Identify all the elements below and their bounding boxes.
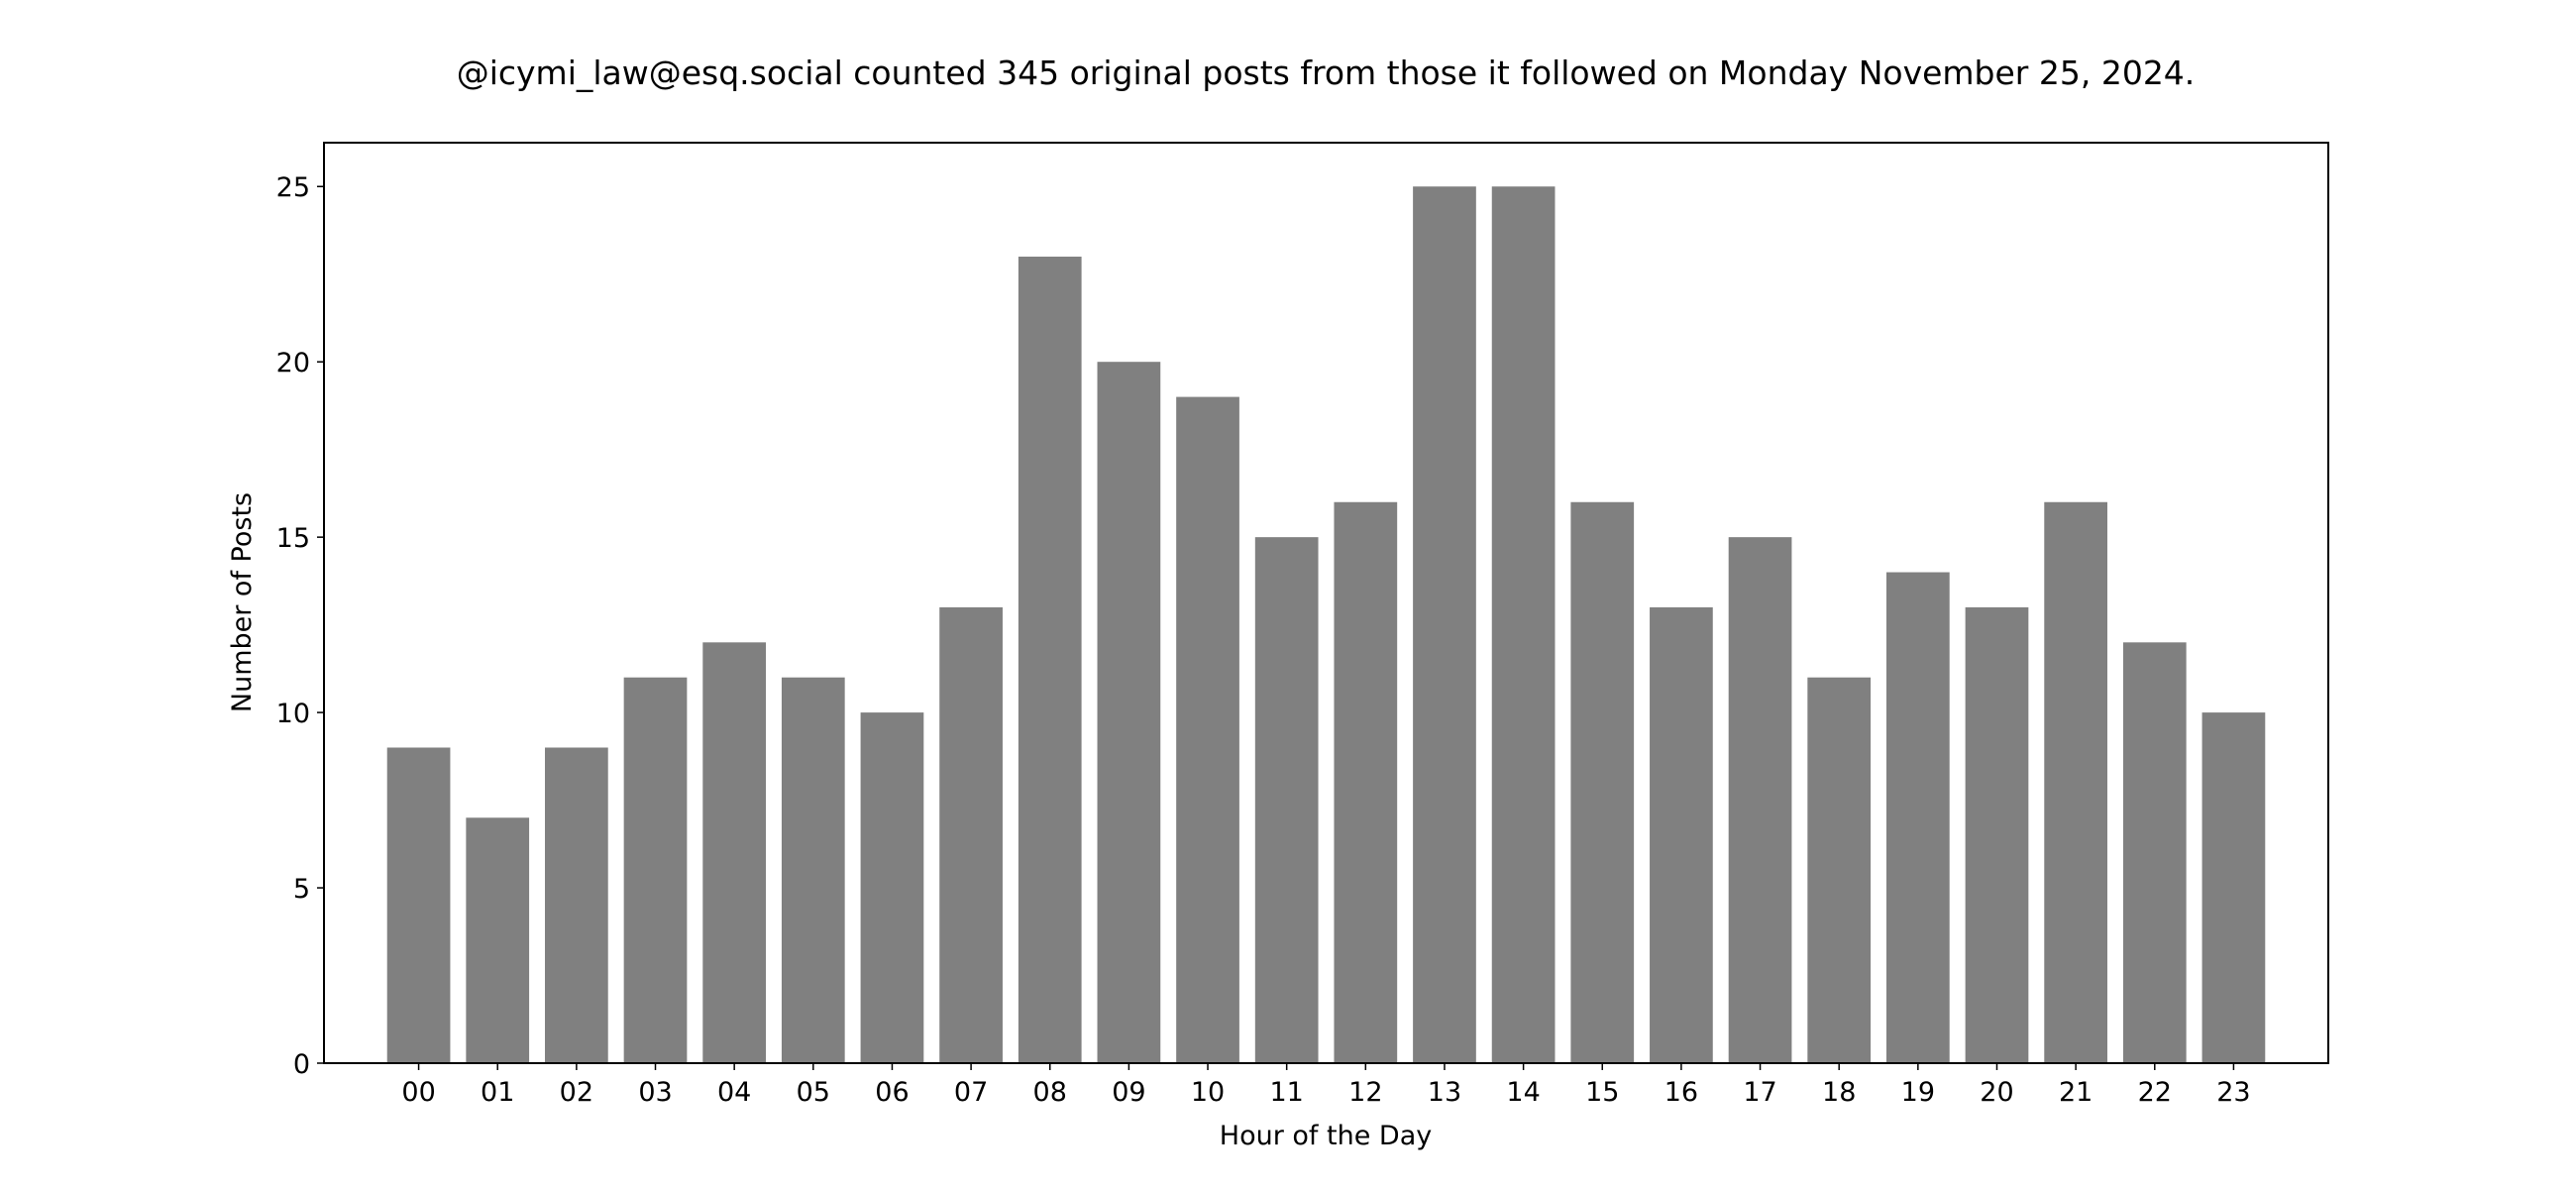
bar-13 <box>1413 186 1476 1063</box>
x-tick-label: 19 <box>1901 1077 1935 1108</box>
x-axis-label: Hour of the Day <box>1220 1121 1432 1151</box>
y-tick-label: 5 <box>293 874 310 905</box>
bar-09 <box>1097 362 1161 1063</box>
bar-01 <box>466 817 530 1063</box>
x-tick-label: 15 <box>1585 1077 1619 1108</box>
x-tick-label: 01 <box>481 1077 514 1108</box>
bars-group <box>386 186 2266 1064</box>
plot-frame <box>323 142 2329 1064</box>
bar-22 <box>2122 642 2187 1063</box>
x-tick-label: 05 <box>797 1077 830 1108</box>
x-axis: 00 01 02 03 04 05 06 07 08 09 10 11 12 13 14 15 16 17 18 19… <box>401 1063 2251 1108</box>
x-tick-label: 03 <box>638 1077 672 1108</box>
y-tick-label: 20 <box>276 348 310 378</box>
x-tick-label: 23 <box>2216 1077 2250 1108</box>
x-tick-label: 14 <box>1506 1077 1540 1108</box>
x-tick-label: 21 <box>2059 1077 2093 1108</box>
y-tick-label: 0 <box>293 1049 310 1080</box>
chart-title: @icymi_law@esq.social counted 345 origin… <box>457 54 2196 92</box>
bar-11 <box>1254 537 1319 1063</box>
bar-12 <box>1334 501 1398 1063</box>
x-tick-label: 20 <box>1980 1077 2013 1108</box>
y-axis: 0 5 10 15 20 25 <box>276 172 324 1080</box>
y-axis-label: Number of Posts <box>227 492 258 712</box>
bar-19 <box>1885 572 1950 1063</box>
bar-06 <box>860 712 924 1063</box>
y-tick-label: 25 <box>276 172 310 203</box>
x-tick-label: 13 <box>1428 1077 1461 1108</box>
x-tick-label: 06 <box>875 1077 909 1108</box>
bar-04 <box>702 642 767 1063</box>
bar-16 <box>1650 606 1713 1063</box>
bar-14 <box>1491 186 1556 1063</box>
bar-17 <box>1728 537 1792 1063</box>
x-tick-label: 17 <box>1743 1077 1776 1108</box>
x-tick-label: 08 <box>1033 1077 1067 1108</box>
bar-21 <box>2044 501 2107 1063</box>
bar-08 <box>1018 257 1082 1063</box>
bar-07 <box>939 606 1003 1063</box>
x-tick-label: 22 <box>2138 1077 2172 1108</box>
bar-23 <box>2201 712 2266 1063</box>
x-tick-label: 11 <box>1269 1077 1303 1108</box>
x-tick-label: 02 <box>560 1077 593 1108</box>
x-tick-label: 16 <box>1664 1077 1698 1108</box>
y-tick-label: 10 <box>276 699 310 729</box>
bar-20 <box>1965 606 2029 1063</box>
x-tick-label: 18 <box>1822 1077 1856 1108</box>
bar-10 <box>1176 396 1239 1064</box>
x-tick-label: 10 <box>1191 1077 1225 1108</box>
x-tick-label: 09 <box>1112 1077 1145 1108</box>
x-tick-label: 07 <box>954 1077 988 1108</box>
x-tick-label: 12 <box>1348 1077 1382 1108</box>
bar-03 <box>623 677 688 1063</box>
bar-05 <box>781 677 845 1063</box>
bar-18 <box>1807 677 1872 1063</box>
x-tick-label: 00 <box>401 1077 435 1108</box>
bar-02 <box>545 747 608 1063</box>
bar-15 <box>1570 501 1635 1063</box>
x-tick-label: 04 <box>717 1077 751 1108</box>
y-tick-label: 15 <box>276 523 310 554</box>
bar-00 <box>386 747 451 1063</box>
